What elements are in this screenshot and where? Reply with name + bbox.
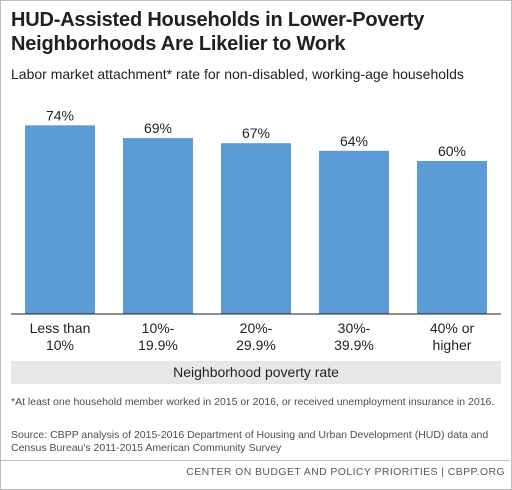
footnote: *At least one household member worked in…	[11, 396, 495, 408]
data-label-2: 69%	[144, 120, 172, 136]
data-label-4: 64%	[340, 133, 368, 149]
bar-2	[123, 138, 193, 314]
footer-credit: CENTER ON BUDGET AND POLICY PRIORITIES |…	[186, 466, 505, 478]
x-tick-label-3-line-2: 29.9%	[236, 337, 276, 353]
x-tick-label-4-line-1: 30%-	[338, 320, 371, 336]
data-label-5: 60%	[438, 143, 466, 159]
x-tick-label-1-line-1: Less than	[30, 320, 91, 336]
title-line-1: HUD-Assisted Households in Lower-Poverty	[11, 9, 425, 31]
title-line-2: Neighborhoods Are Likelier to Work	[11, 33, 346, 55]
x-tick-label-3-line-1: 20%-	[240, 320, 273, 336]
bar-4	[319, 150, 389, 314]
x-tick-label-4-line-2: 39.9%	[334, 337, 374, 353]
data-label-1: 74%	[46, 107, 74, 123]
x-tick-label-2-line-1: 10%-	[142, 320, 175, 336]
x-tick-label-1-line-2: 10%	[46, 337, 74, 353]
axis-title-band	[11, 361, 501, 384]
chart-title: HUD-Assisted Households in Lower-Poverty…	[11, 8, 501, 56]
x-tick-label-5-line-1: 40% or	[430, 320, 475, 336]
x-axis-title: Neighborhood poverty rate	[173, 364, 339, 380]
chart-subtitle: Labor market attachment* rate for non-di…	[11, 66, 464, 82]
data-label-3: 67%	[242, 125, 270, 141]
x-tick-label-5-line-2: higher	[433, 337, 472, 353]
bar-5	[417, 161, 487, 314]
footer-divider	[0, 460, 510, 461]
x-tick-label-2-line-2: 19.9%	[138, 337, 178, 353]
source-note: Source: CBPP analysis of 2015-2016 Depar…	[11, 429, 489, 454]
bar-1	[25, 125, 95, 314]
bar-3	[221, 143, 291, 314]
